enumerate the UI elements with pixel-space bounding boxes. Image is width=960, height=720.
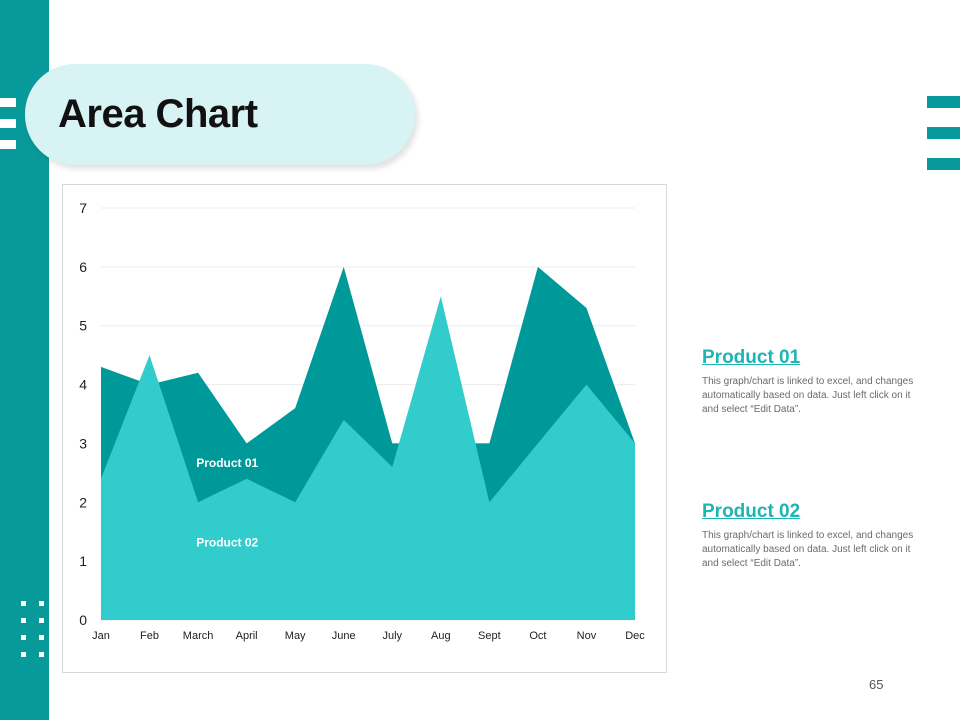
y-tick-label: 2 [79,494,87,510]
chart-frame: 0 1 2 3 4 5 6 7 Jan Feb March April May June July Aug Se… [62,184,667,673]
y-tick-label: 0 [79,612,87,628]
slide-title: Area Chart [58,92,258,136]
x-tick-label: Aug [431,630,451,642]
x-tick-label: Nov [577,630,597,642]
area-series-2 [101,296,635,620]
x-tick-label: June [332,630,356,642]
x-tick-label: Feb [140,630,159,642]
y-tick-label: 3 [79,435,87,451]
x-tick-label: Sept [478,630,501,642]
x-tick-label: Jan [92,630,110,642]
x-tick-label: May [285,630,306,642]
left-stripes-decoration [0,98,16,161]
x-tick-label: March [183,630,214,642]
legend-title-product-01[interactable]: Product 01 [702,347,801,368]
x-tick-label: July [382,630,402,642]
y-tick-label: 7 [79,200,87,216]
legend-description-product-02: This graph/chart is linked to excel, and… [702,530,914,569]
series-label-2: Product 02 [196,535,258,549]
legend-product-01: Product 01 This graph/chart is linked to… [702,347,932,417]
legend-description-product-01: This graph/chart is linked to excel, and… [702,376,914,415]
y-tick-label: 5 [79,318,87,334]
title-pill [25,64,415,165]
y-tick-label: 1 [79,553,87,569]
series-label-1: Product 01 [196,456,258,470]
page-number: 65 [869,677,884,692]
right-stripes-decoration [927,96,960,189]
area-chart: 0 1 2 3 4 5 6 7 Jan Feb March April May June July Aug Se… [79,200,645,642]
x-tick-label: Oct [529,630,546,642]
dot-grid-decoration [21,601,63,657]
x-tick-label: April [236,630,258,642]
legend-product-02: Product 02 This graph/chart is linked to… [702,501,932,571]
y-tick-label: 4 [79,377,87,393]
x-tick-label: Dec [625,630,645,642]
legend-title-product-02[interactable]: Product 02 [702,501,801,522]
y-tick-label: 6 [79,259,87,275]
